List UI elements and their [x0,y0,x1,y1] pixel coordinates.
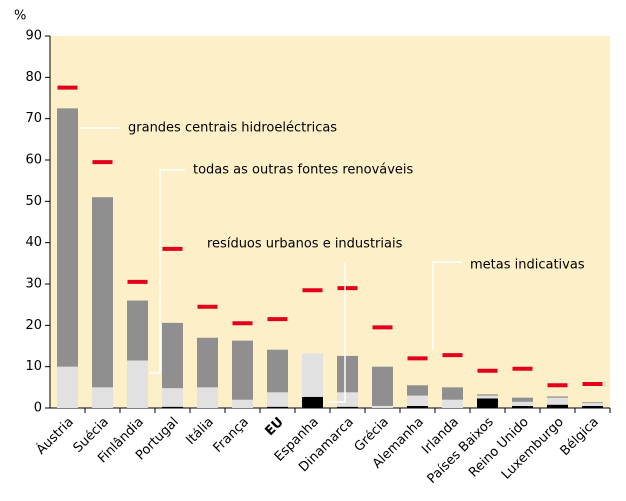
y-tick-label: 90 [25,29,42,44]
callout-label: metas indicativas [470,258,585,273]
bar-segment [407,405,428,408]
bar-segment [57,366,78,408]
bar-segment [267,349,288,393]
bar-segment [232,340,253,400]
bar-segment [582,405,603,408]
y-tick-label: 80 [25,70,42,85]
bar-segment [337,406,358,408]
bar-segment [372,405,393,408]
bar-segment [197,337,218,388]
callout-line [150,169,185,374]
bar-segment [407,395,428,406]
bar-segment [337,355,358,393]
bar-segment [512,397,533,402]
callout-line [432,261,462,350]
callout-label: grandes centrais hidroeléctricas [128,121,337,136]
bar-segment [162,322,183,389]
bar-segment [162,406,183,408]
bar-segment [337,392,358,407]
x-tick-label: França [211,415,252,456]
y-tick-label: 20 [25,318,42,333]
bar-segment [547,396,568,398]
y-tick-label: 30 [25,277,42,292]
bar-segment [302,396,323,408]
bar-segment [127,360,148,408]
y-tick-label: 40 [25,235,42,250]
bar-segment [582,403,603,406]
callout-label: todas as outras fontes renováveis [193,163,414,178]
y-axis-label: % [14,9,26,24]
y-tick-label: 50 [25,194,42,209]
bar-segment [512,401,533,406]
x-tick-label: Áustria [33,414,77,458]
bar-segment [442,399,463,408]
bar-segment [197,387,218,408]
bar-segment [407,385,428,396]
bar-segment [92,197,113,388]
bar-segment [162,388,183,407]
bar-segment [477,395,498,399]
bar-segment [477,398,498,408]
bar-segment [547,404,568,408]
bar-segment [582,402,603,404]
callout-label: resíduos urbanos e industriais [207,237,403,252]
bar-segment [547,397,568,405]
y-tick-label: 10 [25,359,42,374]
x-tick-label: EU [262,415,286,439]
x-tick-label: Bélgica [558,415,602,459]
bar-segment [232,399,253,408]
bar-segment [302,353,323,397]
bar-segment [92,387,113,408]
y-tick-label: 70 [25,111,42,126]
bar-segment [372,366,393,406]
bar-segment [267,406,288,408]
bar-segment [267,392,288,407]
callout-line [328,262,346,403]
bar-segment [512,405,533,408]
bar-segment [477,394,498,396]
bar-segment [127,300,148,361]
bar-segment [57,108,78,367]
y-tick-label: 0 [34,401,42,416]
bar-segment [442,387,463,400]
y-tick-label: 60 [25,153,42,168]
